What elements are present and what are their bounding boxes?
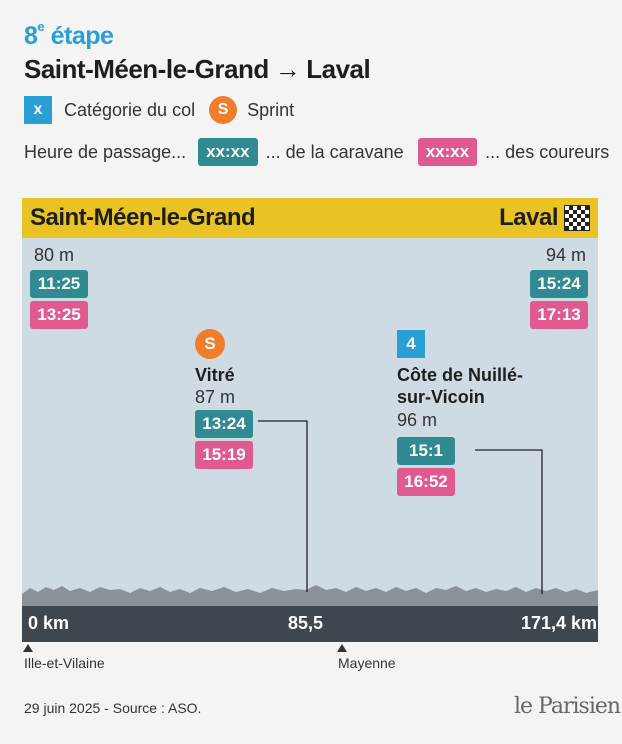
checkered-flag-icon [564,205,590,231]
sprint-riders-time: 15:19 [195,441,253,469]
route-finish: Laval [306,54,371,84]
sprint-legend-icon: S [209,96,238,124]
region-marker-icon [337,644,347,652]
riders-legend-tag: xx:xx [417,138,478,166]
climb-name-line1: Côte de Nuillé- [397,365,524,385]
climb-altitude: 96 m [397,410,438,430]
profile-panel [22,198,598,642]
finish-altitude: 94 m [546,245,587,265]
start-altitude: 80 m [34,245,75,265]
banner-end: Laval [499,204,590,232]
banner-start: Saint-Méen-le-Grand [30,204,256,231]
sprint-legend-label: Sprint [247,99,295,120]
riders-legend-label: ... des coureurs [485,141,610,162]
arrow-icon: → [274,54,301,84]
banner-finish: Laval [499,204,558,231]
finish-caravan-time: 15:24 [530,270,588,298]
stage-number-title: 8e étape [24,18,114,50]
sprint-altitude: 87 m [195,387,236,407]
climb-name-line2: sur-Vicoin [397,387,485,407]
sprint-marker-icon: S [195,329,225,359]
region-label-1: Ille-et-Vilaine [24,655,105,671]
profile-banner: Saint-Méen-le-Grand Laval [22,198,598,238]
terrain-profile [22,585,598,606]
region-marker-icon [23,644,33,652]
km-end-label: 171,4 km [521,613,598,633]
legend-symbols: x Catégorie du col S Sprint [24,96,294,124]
category-legend-icon: x [24,96,52,124]
start-caravan-time: 11:25 [30,270,88,298]
sprint-leader-line [258,420,308,592]
climb-riders-time: 16:52 [397,468,455,496]
km-sprint-label: 85,5 [288,613,324,633]
climb-caravan-time: 15:1 [397,437,455,465]
publisher-logo: le Parisien [514,694,621,719]
route-start: Saint-Méen-le-Grand [24,54,269,84]
route-title: Saint-Méen-le-Grand → Laval [24,54,371,85]
passage-label: Heure de passage... [24,141,187,162]
climb-category-icon: 4 [397,330,425,358]
caravan-legend-label: ... de la caravane [265,141,404,162]
category-legend-label: Catégorie du col [64,99,196,120]
km-start-label: 0 km [28,613,70,633]
finish-riders-time: 17:13 [530,301,588,329]
caravan-legend-tag: xx:xx [198,138,258,166]
sprint-caravan-time: 13:24 [195,410,253,438]
climb-leader-line [475,449,543,594]
region-label-2: Mayenne [338,655,396,671]
sprint-place-name: Vitré [195,365,235,385]
legend-times: Heure de passage... xx:xx ... de la cara… [24,138,609,166]
distance-axis [22,606,598,642]
source-note: 29 juin 2025 - Source : ASO. [24,700,202,716]
start-riders-time: 13:25 [30,301,88,329]
